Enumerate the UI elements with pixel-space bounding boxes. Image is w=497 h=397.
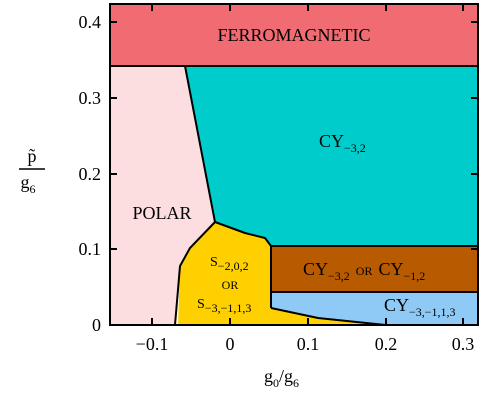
polar-region [110,66,215,325]
cy32-region [185,66,478,246]
s-top-boundary [214,221,478,247]
x-tick-label: 0.2 [375,334,398,354]
y-axis-label: p̃ g6 [19,146,45,196]
cy32-or-cy12-region [271,246,478,292]
x-tick-label: 0.3 [452,334,475,354]
x-tick-label: 0 [226,334,235,354]
ferromagnetic-label: FERROMAGNETIC [217,25,370,45]
cy3113-label: CY−3,−1,1,3 [384,295,456,319]
svg-text:g6: g6 [21,172,36,196]
s-region-label: S−2,0,2 OR S−3,−1,1,3 [197,255,251,315]
x-axis-label: g0/g6 [264,366,299,390]
y-tick-label: 0.3 [79,88,102,108]
plot-frame [109,3,479,326]
svg-text:S−2,0,2: S−2,0,2 [210,255,249,273]
svg-text:S−3,−1,1,3: S−3,−1,1,3 [197,297,251,315]
cy3113-region [271,292,478,325]
y-tick-label: 0.1 [79,239,102,259]
y-tick-label: 0.4 [79,12,102,32]
x-tick-label: −0.1 [136,334,169,354]
y-tick-label: 0 [92,315,101,335]
x-tick-label: 0.1 [297,334,320,354]
ferromagnetic-region [110,4,478,66]
svg-text:p̃: p̃ [28,146,37,166]
cy32-label: CY−3,2 [319,131,366,155]
cy3113-lower-boundary [270,307,387,326]
y-tick-label: 0.2 [79,164,102,184]
polar-boundary [174,65,217,326]
polar-label: POLAR [132,203,191,223]
svg-text:OR: OR [222,278,239,292]
cy32-or-cy12-label: CY−3,2 OR CY−1,2 [303,259,425,283]
s-region [178,222,386,325]
